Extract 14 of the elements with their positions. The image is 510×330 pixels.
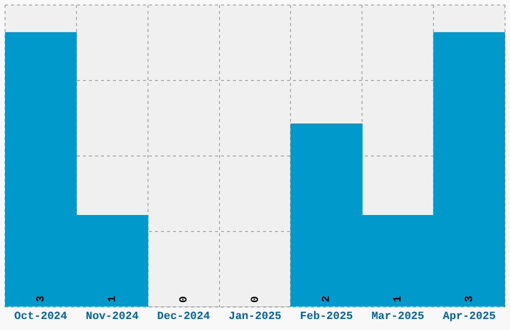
data-label: 1 <box>106 295 119 302</box>
x-tick-label: Apr-2025 <box>442 311 496 324</box>
data-label: 0 <box>250 296 262 303</box>
x-tick-label: Feb-2025 <box>300 311 354 324</box>
data-label: 3 <box>35 295 48 302</box>
x-tick-label: Oct-2024 <box>14 311 68 324</box>
x-tick-label: Nov-2024 <box>86 311 139 324</box>
x-tick-label: Jan-2025 <box>228 311 282 324</box>
data-label: 0 <box>178 296 190 303</box>
data-label: 1 <box>392 295 405 302</box>
x-tick-label: Dec-2024 <box>157 311 210 324</box>
data-label: 3 <box>464 295 476 302</box>
data-label: 2 <box>321 296 334 302</box>
x-tick-label: Mar-2025 <box>371 311 425 324</box>
